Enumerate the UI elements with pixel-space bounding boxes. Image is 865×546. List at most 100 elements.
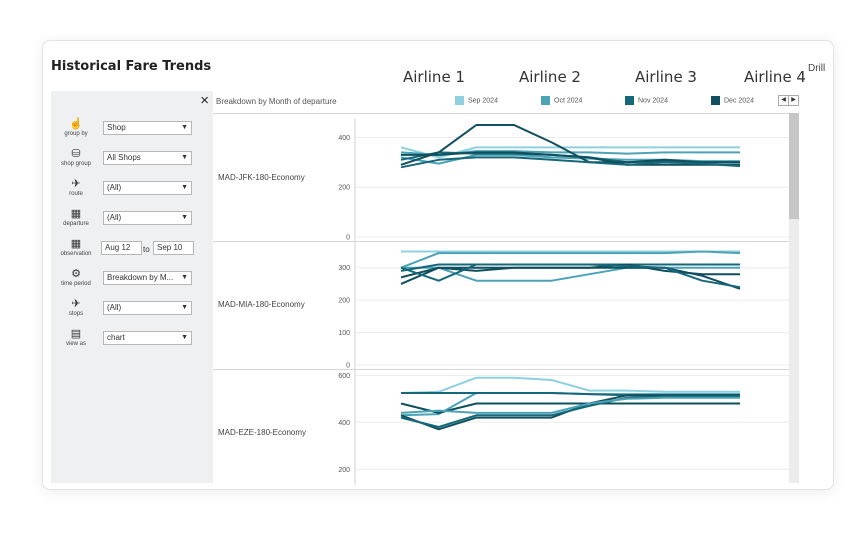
- view-as-dropdown[interactable]: chart ▼: [103, 331, 192, 345]
- airline-header-1: Airline 1: [403, 68, 465, 86]
- group-by-dropdown[interactable]: Shop ▼: [103, 121, 192, 135]
- y-tick-label: 200: [338, 467, 350, 474]
- series-line: [400, 396, 740, 414]
- filter-panel: × ☝ group by Shop ▼ ⛁ shop group All Shop…: [51, 91, 213, 483]
- route-label-mia: MAD-MIA-180-Economy: [218, 300, 305, 309]
- observation-to-input[interactable]: Sep 10: [153, 241, 194, 255]
- legend-item[interactable]: Oct 2024: [541, 96, 582, 105]
- airline-header-3: Airline 3: [635, 68, 697, 86]
- legend-label: Sep 2024: [468, 97, 498, 105]
- to-label: to: [143, 245, 150, 254]
- legend-swatch: [711, 96, 720, 105]
- legend-swatch: [625, 96, 634, 105]
- dropdown-value: All Shops: [107, 153, 141, 162]
- dropdown-value: chart: [107, 333, 125, 342]
- series-line: [400, 263, 740, 279]
- chevron-down-icon: ▼: [181, 124, 188, 131]
- series-line: [400, 402, 740, 414]
- scrollbar-track[interactable]: [789, 113, 799, 483]
- shop-group-icon: ⛁: [71, 148, 81, 160]
- filter-route: ✈ route (All) ▼: [51, 177, 213, 203]
- route-label-eze: MAD-EZE-180-Economy: [218, 428, 307, 437]
- row-divider: [213, 241, 789, 242]
- page-title: Historical Fare Trends: [51, 59, 212, 74]
- chevron-down-icon: ▼: [181, 334, 188, 341]
- filter-observation: ▦ observation Aug 12 to Sep 10: [51, 237, 213, 263]
- filter-label: group by: [64, 131, 88, 137]
- observation-from-input[interactable]: Aug 12: [101, 241, 142, 255]
- y-tick-label: 600: [338, 373, 350, 380]
- fare-trend-chart: 0 200 400 0 100 200 300 200 400 600: [338, 119, 789, 485]
- filter-view-as: ▤ view as chart ▼: [51, 327, 213, 353]
- gear-icon: ⚙: [71, 268, 81, 280]
- chevron-down-icon: ▼: [181, 274, 188, 281]
- filter-label: view as: [65, 341, 86, 347]
- filter-time-period: ⚙ time period Breakdown by M... ▼: [51, 267, 213, 293]
- series-line: [400, 124, 740, 166]
- route-label-jfk: MAD-JFK-180-Economy: [218, 173, 305, 182]
- airline-header-2: Airline 2: [519, 68, 581, 86]
- calendar-icon: ▦: [70, 208, 82, 220]
- dropdown-value: (All): [107, 183, 122, 192]
- series-line: [401, 151, 740, 166]
- time-period-dropdown[interactable]: Breakdown by M... ▼: [103, 271, 192, 285]
- y-tick-label: 400: [338, 135, 350, 142]
- series-line: [400, 376, 740, 394]
- filter-stops: ✈ stops (All) ▼: [51, 297, 213, 323]
- filter-shop-group: ⛁ shop group All Shops ▼: [51, 147, 213, 173]
- row-divider: [213, 369, 789, 370]
- series-line: [400, 250, 741, 269]
- y-tick-label: 300: [338, 265, 350, 272]
- filter-label: route: [69, 191, 83, 197]
- chevron-down-icon: ▼: [181, 154, 188, 161]
- filter-label: stops: [68, 311, 84, 317]
- filter-group-by: ☝ group by Shop ▼: [51, 117, 213, 143]
- row-divider: [213, 113, 789, 114]
- legend-item[interactable]: Nov 2024: [625, 96, 668, 105]
- pointer-icon: ☝: [69, 118, 83, 130]
- legend-item[interactable]: Sep 2024: [455, 96, 498, 105]
- filter-departure: ▦ departure (All) ▼: [51, 207, 213, 233]
- chevron-down-icon: ▼: [181, 304, 188, 311]
- shop-group-dropdown[interactable]: All Shops ▼: [103, 151, 192, 165]
- close-icon[interactable]: ×: [200, 92, 209, 109]
- dropdown-value: Shop: [107, 123, 126, 132]
- dropdown-value: (All): [107, 303, 122, 312]
- chart-table-icon: ▤: [70, 328, 82, 340]
- y-tick-label: 200: [338, 185, 350, 192]
- legend-swatch: [541, 96, 550, 105]
- drill-link[interactable]: Drill: [808, 63, 826, 74]
- y-tick-label: 0: [346, 363, 350, 370]
- series-line: [400, 395, 740, 428]
- dashboard-card: Historical Fare Trends Airline 1 Airline…: [42, 40, 834, 490]
- legend-label: Oct 2024: [554, 97, 583, 105]
- filter-label: time period: [61, 281, 91, 287]
- airline-header-4: Airline 4: [744, 68, 806, 86]
- y-tick-label: 100: [338, 330, 350, 337]
- legend-next-button[interactable]: ▶: [788, 95, 799, 106]
- y-tick-label: 200: [338, 298, 350, 305]
- y-tick-label: 400: [338, 420, 350, 427]
- calendar-icon: ▦: [70, 238, 82, 250]
- filter-label: observation: [60, 251, 92, 257]
- series-line: [400, 263, 741, 289]
- series-line: [401, 266, 740, 282]
- legend-label: Dec 2024: [724, 97, 754, 105]
- breakdown-label: Breakdown by Month of departure: [216, 97, 337, 106]
- route-icon: ✈: [71, 178, 81, 190]
- chevron-down-icon: ▼: [181, 214, 188, 221]
- scrollbar-thumb[interactable]: [789, 113, 799, 219]
- filter-label: shop group: [60, 161, 92, 167]
- departure-dropdown[interactable]: (All) ▼: [103, 211, 192, 225]
- legend-label: Nov 2024: [638, 97, 668, 105]
- chevron-down-icon: ▼: [181, 184, 188, 191]
- legend-item[interactable]: Dec 2024: [711, 96, 754, 105]
- stops-icon: ✈: [71, 298, 81, 310]
- dropdown-value: (All): [107, 213, 122, 222]
- stops-dropdown[interactable]: (All) ▼: [103, 301, 192, 315]
- filter-label: departure: [63, 221, 89, 227]
- dropdown-value: Breakdown by M...: [107, 273, 174, 282]
- route-dropdown[interactable]: (All) ▼: [103, 181, 192, 195]
- series-line: [400, 156, 741, 169]
- legend-swatch: [455, 96, 464, 105]
